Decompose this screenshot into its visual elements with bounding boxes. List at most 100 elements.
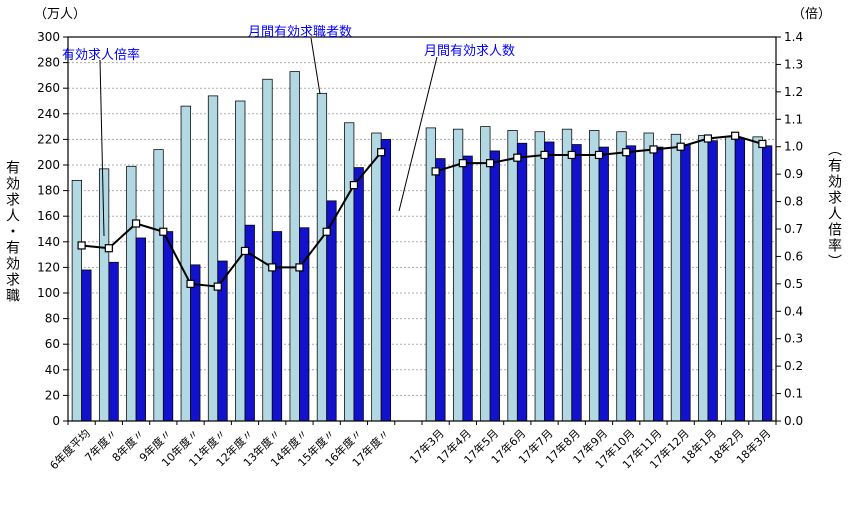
left-axis-tick-label: 40 bbox=[45, 363, 60, 377]
openings-bar bbox=[353, 167, 364, 422]
ratio-marker bbox=[731, 131, 740, 140]
seekers-bar bbox=[561, 128, 573, 422]
openings-bar bbox=[190, 264, 201, 422]
seekers-bar bbox=[289, 71, 300, 422]
seekers-bar bbox=[180, 105, 191, 422]
seekers-bar bbox=[153, 149, 164, 422]
seekers-bar bbox=[207, 95, 219, 422]
left-axis-tick-label: 160 bbox=[37, 209, 60, 223]
openings-bar bbox=[462, 155, 473, 422]
seekers-bar bbox=[670, 133, 682, 422]
seekers-bar bbox=[344, 122, 355, 422]
left-axis-tick-label: 180 bbox=[37, 184, 60, 198]
bars-group bbox=[71, 71, 773, 422]
seekers-bar bbox=[452, 128, 464, 422]
ratio-marker bbox=[131, 219, 141, 228]
left-axis-tick-label: 200 bbox=[37, 158, 60, 172]
left-axis-tick-label: 240 bbox=[37, 107, 60, 121]
ratio-marker bbox=[567, 150, 576, 160]
right-axis-tick-label: 0.8 bbox=[784, 195, 803, 209]
seekers-bar bbox=[534, 131, 545, 422]
ratio-marker bbox=[104, 244, 113, 253]
left-axis-tick-label: 120 bbox=[37, 260, 60, 274]
ratio-marker bbox=[213, 282, 222, 291]
seekers-bar bbox=[752, 136, 763, 422]
left-axis-tick-label: 80 bbox=[45, 312, 60, 326]
right-axis-tick-label: 1.3 bbox=[784, 57, 803, 71]
annotation-leader-line bbox=[398, 56, 438, 212]
right-axis-tick-label: 0.7 bbox=[784, 222, 803, 236]
right-axis-tick-label: 1.2 bbox=[784, 85, 803, 99]
ratio-marker bbox=[458, 159, 467, 168]
ratio-marker bbox=[594, 150, 604, 160]
seekers-bar bbox=[371, 132, 382, 422]
annotation-seekers-label: 月間有効求職者数 bbox=[248, 25, 353, 40]
seekers-bar bbox=[616, 131, 627, 422]
left-axis-tick-label: 0 bbox=[52, 414, 60, 428]
left-axis-tick-label: 140 bbox=[37, 235, 60, 249]
left-axis-tick-label: 100 bbox=[37, 286, 60, 300]
x-axis-labels: 6年度平均7年度〃8年度〃9年度〃10年度〃11年度〃12年度〃13年度〃14年… bbox=[47, 426, 774, 472]
ratio-marker bbox=[377, 148, 386, 157]
annotation-leader-line bbox=[310, 37, 321, 95]
right-axis-tick-label: 0.4 bbox=[784, 304, 803, 318]
openings-bar bbox=[762, 145, 773, 422]
annotation-openings-label: 月間有効求人数 bbox=[424, 44, 516, 59]
ratio-marker bbox=[322, 227, 331, 236]
openings-bar bbox=[516, 142, 528, 422]
left-axis-title: 有効求人・有効求職 bbox=[4, 160, 20, 304]
seekers-bar bbox=[126, 165, 137, 422]
seekers-bar bbox=[643, 132, 654, 422]
right-axis-unit-label: （倍） bbox=[792, 7, 832, 22]
right-axis-tick-label: 0.2 bbox=[784, 359, 803, 373]
openings-bar bbox=[680, 144, 691, 422]
seekers-bar bbox=[71, 179, 82, 422]
openings-bar bbox=[625, 145, 637, 422]
ratio-marker bbox=[649, 145, 658, 154]
ratio-marker bbox=[703, 134, 713, 143]
openings-bar bbox=[380, 139, 392, 422]
openings-bar bbox=[162, 231, 174, 422]
seekers-bar bbox=[480, 126, 491, 422]
annotation-leader-lines bbox=[99, 37, 438, 237]
ratio-marker bbox=[268, 263, 277, 272]
openings-bar bbox=[271, 231, 283, 422]
right-axis-title: （有効求人倍率） bbox=[826, 142, 842, 270]
x-axis-tick-label: 6年度平均 bbox=[47, 426, 93, 472]
ratio-marker bbox=[676, 142, 685, 151]
ratio-marker bbox=[431, 167, 440, 176]
seekers-bar bbox=[98, 168, 110, 422]
ratio-marker bbox=[540, 150, 549, 160]
ratio-marker bbox=[513, 153, 522, 162]
left-axis-tick-label: 20 bbox=[45, 388, 60, 402]
ratio-marker bbox=[77, 241, 86, 250]
seekers-bar bbox=[507, 130, 518, 422]
ratio-line-group bbox=[77, 131, 767, 291]
seekers-bar bbox=[725, 136, 736, 422]
left-axis-tick-label: 280 bbox=[37, 56, 60, 70]
right-axis-tick-label: 1.1 bbox=[784, 112, 803, 126]
left-axis-tick-label: 300 bbox=[37, 30, 60, 44]
right-axis-tick-label: 0.3 bbox=[784, 332, 803, 346]
seekers-bar bbox=[589, 130, 600, 422]
left-axis-tick-label: 220 bbox=[37, 132, 60, 146]
openings-bar bbox=[108, 261, 119, 422]
seekers-bar bbox=[262, 78, 273, 422]
openings-bar bbox=[571, 144, 582, 422]
left-axis-unit-label: （万人） bbox=[34, 7, 87, 22]
ratio-marker bbox=[622, 148, 631, 157]
ratio-marker bbox=[186, 279, 195, 288]
axes-group: 0 20 40 60 80 100 120 140 160 180 200 220 240 260 280 3… bbox=[37, 30, 803, 428]
annotation-leader-line bbox=[99, 59, 105, 237]
openings-bar bbox=[435, 158, 446, 422]
right-axis-tick-label: 1.4 bbox=[784, 30, 803, 44]
right-axis-tick-label: 1.0 bbox=[784, 140, 803, 154]
openings-bar bbox=[544, 141, 555, 422]
left-axis-tick-label: 60 bbox=[45, 337, 60, 351]
ratio-marker bbox=[295, 263, 304, 272]
ratio-marker bbox=[240, 246, 250, 256]
right-axis-tick-label: 0.1 bbox=[784, 387, 803, 401]
seekers-bar bbox=[698, 135, 709, 422]
